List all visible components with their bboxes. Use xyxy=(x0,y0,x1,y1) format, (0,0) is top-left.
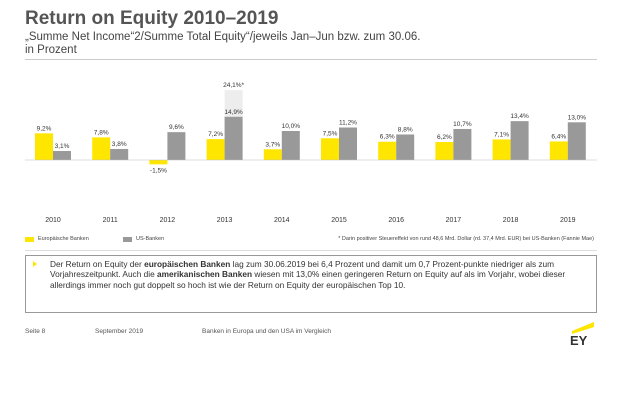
subtitle-line-1: „Summe Net Income“2/Summe Total Equity“/… xyxy=(25,31,421,43)
data-label-eu-2017: 6,2% xyxy=(437,134,452,141)
legend-item-us: US-Banken xyxy=(123,236,164,242)
data-label-us-2013: 14,9% xyxy=(224,109,243,116)
emphasis-us-banks: amerikanischen Banken xyxy=(157,269,253,280)
page-title: Return on Equity 2010–2019 xyxy=(25,8,279,29)
x-tick-label-2014: 2014 xyxy=(274,217,290,224)
data-label-us-2017: 10,7% xyxy=(453,121,472,128)
bar-eu-2013 xyxy=(206,139,225,160)
data-label-us-2016: 8,8% xyxy=(398,126,413,133)
legend-swatch-eu xyxy=(25,236,34,242)
legend-label-eu: Europäische Banken xyxy=(38,236,89,242)
data-label-us-2018: 13,4% xyxy=(510,113,529,120)
data-label-eu-2010: 9,2% xyxy=(37,125,52,132)
bar-us-2018 xyxy=(510,121,529,160)
x-tick-label-2018: 2018 xyxy=(503,217,519,224)
roe-bar-chart: 24,1%* 9,2% 3,1% 2010 7,8%3,8% 2011 -1,5% 9,6% 2… xyxy=(25,82,597,224)
svg-text:EY: EY xyxy=(570,333,588,346)
subtitle-line-2: in Prozent xyxy=(25,44,77,56)
data-label-us-2015: 11,2% xyxy=(339,120,357,127)
data-label-eu-2019: 6,4% xyxy=(551,133,566,140)
footer-date: September 2019 xyxy=(95,328,144,335)
chart-footnote: * Darin positiver Steuereffekt von rund … xyxy=(338,236,594,242)
bar-us-2010 xyxy=(53,151,71,160)
bar-us-2012 xyxy=(167,132,186,160)
data-label-us-2012: 9,6% xyxy=(169,124,184,131)
bar-us-2019 xyxy=(567,122,586,160)
outlier-label-2013: 24,1%* xyxy=(223,82,244,89)
x-tick-label-2011: 2011 xyxy=(103,217,118,224)
data-label-eu-2016: 6,3% xyxy=(380,134,395,141)
bar-eu-2017 xyxy=(435,142,454,160)
x-tick-label-2015: 2015 xyxy=(331,217,347,224)
bar-eu-2018 xyxy=(492,139,511,160)
commentary-text: Der Return on Equity der europäischen Ba… xyxy=(50,259,566,290)
data-label-us-2010: 3,1% xyxy=(55,143,70,150)
bar-eu-2016 xyxy=(378,141,397,160)
bar-us-2014 xyxy=(281,131,300,160)
bar-us-2017 xyxy=(453,128,472,160)
bar-us-2016 xyxy=(396,134,415,160)
legend-item-eu: Europäische Banken xyxy=(25,236,89,242)
bar-eu-2014 xyxy=(263,149,282,160)
x-tick-label-2013: 2013 xyxy=(217,217,233,224)
bar-us-2013 xyxy=(224,116,243,160)
bar-eu-2015 xyxy=(321,138,339,160)
page-subtitle: „Summe Net Income“2/Summe Total Equity“/… xyxy=(25,31,585,57)
data-label-eu-2015: 7,5% xyxy=(323,130,338,137)
x-tick-label-2017: 2017 xyxy=(446,217,462,224)
data-label-eu-2018: 7,1% xyxy=(494,131,509,138)
bar-eu-2012 xyxy=(149,160,168,165)
x-tick-label-2010: 2010 xyxy=(45,217,61,224)
bar-eu-2011 xyxy=(92,137,111,160)
x-tick-label-2016: 2016 xyxy=(388,217,404,224)
bar-eu-2019 xyxy=(549,141,568,160)
bullet-triangle-icon xyxy=(33,261,37,267)
bar-eu-2010 xyxy=(35,133,53,160)
chart-legend: Europäische Banken US-Banken * Darin pos… xyxy=(25,236,597,248)
emphasis-eu-banks: europäischen Banken xyxy=(144,259,231,269)
data-label-eu-2012: -1,5% xyxy=(150,167,167,174)
commentary-box: Der Return on Equity der europäischen Ba… xyxy=(25,255,597,313)
data-label-eu-2014: 3,7% xyxy=(265,141,280,148)
data-label-eu-2013: 7,2% xyxy=(208,131,223,138)
legend-label-us: US-Banken xyxy=(136,236,165,242)
data-label-us-2011: 3,8% xyxy=(112,141,127,148)
title-divider xyxy=(25,59,597,60)
footer-document-title: Banken in Europa und den USA im Vergleic… xyxy=(202,328,332,335)
data-label-us-2014: 10,0% xyxy=(282,123,301,130)
data-label-eu-2011: 7,8% xyxy=(94,129,109,136)
x-tick-label-2012: 2012 xyxy=(160,217,176,224)
x-tick-label-2019: 2019 xyxy=(560,217,576,224)
legend-swatch-us xyxy=(123,236,132,242)
data-label-us-2019: 13,0% xyxy=(568,114,587,121)
ey-logo: EY xyxy=(570,322,594,346)
legend-divider xyxy=(25,250,597,251)
footer-page-number: Seite 8 xyxy=(25,328,46,335)
bar-us-2011 xyxy=(110,148,129,160)
bar-us-2015 xyxy=(339,127,357,160)
